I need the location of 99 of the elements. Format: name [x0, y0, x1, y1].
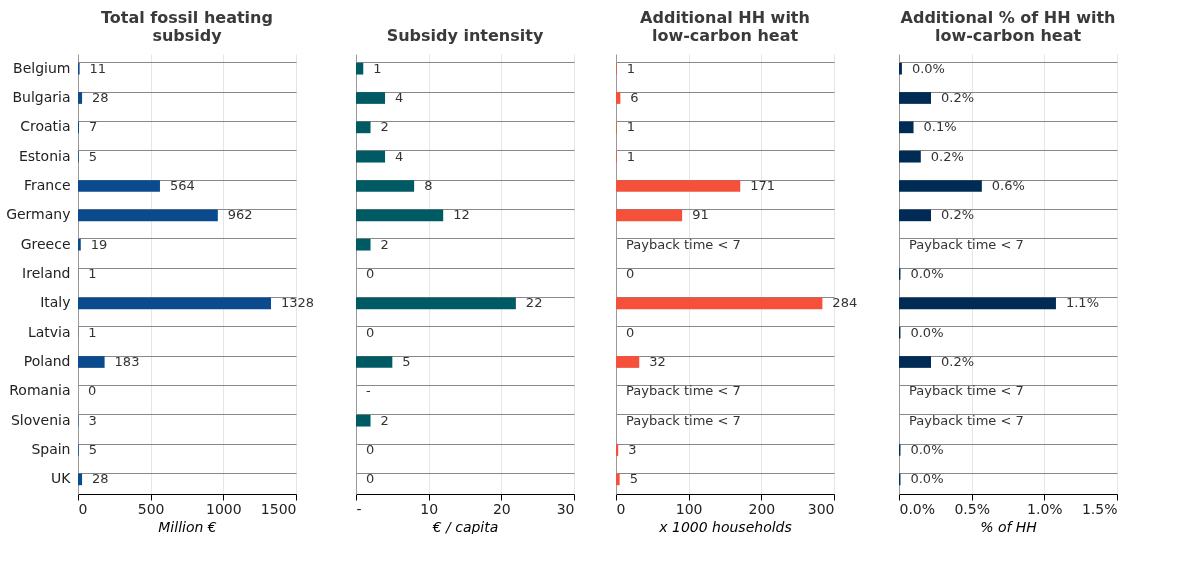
data-label: 5	[88, 148, 98, 164]
data-label: 6	[630, 90, 639, 105]
chart-title: Subsidy intensity	[386, 26, 544, 45]
x-tick-label: 200	[748, 500, 776, 517]
data-label: 0.0%	[911, 60, 945, 76]
y-tick-label: Bulgaria	[12, 89, 71, 105]
data-label: 11	[89, 60, 107, 76]
data-label: 0.2%	[940, 207, 974, 223]
data-label: 7	[89, 119, 98, 135]
x-axis-title: % of HH	[980, 518, 1038, 535]
data-label: 0.2%	[930, 148, 964, 164]
data-label: 0.0%	[910, 442, 944, 457]
y-tick-label: Slovenia	[10, 411, 71, 428]
x-tick-label: 1000	[206, 500, 242, 517]
data-label: 0.2%	[940, 90, 974, 105]
y-tick-label: Greece	[20, 235, 71, 252]
data-label: 91	[692, 207, 709, 223]
data-label: 1.1%	[1065, 295, 1099, 311]
y-tick-label: Germany	[6, 206, 71, 223]
data-label: 0	[626, 324, 635, 340]
y-tick-label: Italy	[40, 294, 71, 311]
x-tick-label: 1.0%	[1027, 500, 1063, 517]
data-label: 3	[628, 442, 637, 457]
data-label: 0	[366, 471, 375, 487]
data-label: 22	[525, 295, 543, 311]
y-tick-label: Latvia	[27, 323, 71, 340]
data-label: 0.1%	[923, 119, 957, 135]
y-tick-label: Estonia	[18, 147, 71, 164]
x-tick-label: 100	[675, 500, 703, 517]
chart-title: Additional % of HH with low-carbon heat	[900, 8, 1116, 45]
data-label: 1	[88, 266, 97, 281]
x-tick-label: 300	[807, 500, 835, 517]
data-label: 1	[88, 324, 97, 340]
x-tick-label: 10	[420, 500, 439, 517]
data-label: 1328	[281, 295, 315, 311]
y-tick-label: France	[23, 177, 71, 193]
data-label: 0.0%	[910, 266, 944, 281]
data-label: 4	[395, 90, 404, 105]
data-label: 2	[380, 412, 389, 428]
y-tick-label: Belgium	[13, 59, 71, 76]
x-axis-title: x 1000 households	[658, 518, 792, 535]
x-tick-label: 30	[556, 500, 575, 517]
data-label: 28	[92, 471, 109, 487]
text: -	[366, 383, 371, 399]
chart-title: Additional HH with low-carbon heat	[640, 8, 810, 45]
x-tick-label: 0.5%	[954, 500, 990, 517]
y-tick-label: Croatia	[20, 118, 71, 135]
data-label: 1	[626, 148, 636, 164]
data-label: 171	[750, 178, 776, 193]
data-label: 183	[114, 354, 140, 369]
data-label: 12	[453, 207, 470, 223]
data-label: 8	[424, 178, 433, 193]
text: Payback time < 7	[626, 412, 741, 428]
data-label: 5	[88, 442, 98, 457]
text: Payback time < 7	[626, 383, 741, 399]
data-label: 0.6%	[991, 178, 1025, 193]
x-tick-label: 1500	[260, 500, 297, 517]
data-label: 19	[90, 236, 108, 252]
data-label: 564	[169, 178, 195, 193]
x-tick-label: -	[356, 500, 362, 517]
data-label: 0.2%	[940, 354, 974, 369]
data-label: 5	[402, 354, 411, 369]
data-label: 4	[395, 148, 404, 164]
data-label: 284	[832, 295, 858, 311]
x-axis-title: Million €	[158, 518, 217, 535]
data-label: 1	[626, 60, 636, 76]
data-label: 28	[92, 90, 109, 105]
x-tick-label: 0	[78, 500, 88, 517]
data-label: 1	[626, 119, 636, 135]
data-label: 2	[380, 236, 389, 252]
data-label: 0.0%	[910, 471, 944, 487]
y-tick-label: Romania	[9, 382, 71, 399]
x-tick-label: 500	[137, 500, 165, 517]
y-tick-label: Spain	[31, 441, 71, 457]
data-label: 0.0%	[910, 324, 944, 340]
text: Payback time < 7	[909, 236, 1024, 252]
data-label: 3	[88, 412, 97, 428]
text: Payback time < 7	[909, 412, 1024, 428]
chart-title: Total fossil heating subsidy	[101, 8, 273, 45]
x-axis-title: € / capita	[431, 518, 499, 535]
x-tick-label: 0	[616, 500, 626, 517]
data-label: 2	[380, 119, 389, 135]
data-label: 5	[629, 471, 638, 487]
text: Payback time < 7	[626, 236, 741, 252]
data-label: 0	[88, 383, 97, 399]
data-label: 0	[366, 442, 375, 457]
data-label: 1	[373, 60, 382, 76]
data-label: 0	[366, 266, 375, 281]
data-label: 962	[227, 207, 253, 223]
y-tick-label: Poland	[23, 353, 71, 369]
text: Payback time < 7	[909, 383, 1024, 399]
data-label: 32	[649, 354, 666, 369]
data-label: 0	[626, 266, 635, 281]
y-tick-label: Ireland	[22, 265, 71, 281]
y-tick-label: UK	[51, 470, 72, 487]
x-tick-label: 20	[492, 500, 511, 517]
x-tick-label: 0.0%	[899, 500, 936, 517]
x-tick-label: 1.5%	[1081, 500, 1118, 517]
data-label: 0	[366, 324, 375, 340]
